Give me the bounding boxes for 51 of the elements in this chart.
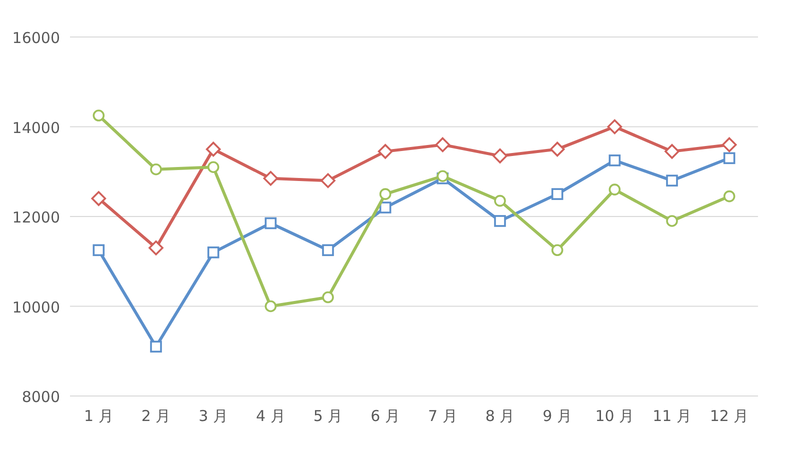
x-tick-label: 1 月 <box>84 407 114 425</box>
point <box>723 152 736 164</box>
point <box>150 340 162 353</box>
x-tick-label: 3 月 <box>198 407 228 425</box>
point <box>322 291 334 304</box>
point <box>664 144 680 159</box>
point <box>263 170 278 186</box>
point <box>264 217 277 230</box>
point <box>550 142 565 157</box>
point <box>150 163 162 176</box>
point <box>92 110 105 122</box>
point <box>207 246 220 258</box>
point <box>264 300 277 312</box>
point <box>378 144 393 159</box>
point <box>320 173 336 188</box>
point <box>551 244 564 256</box>
x-tick-label: 10 月 <box>595 407 634 425</box>
point <box>494 194 506 207</box>
x-tick-label: 11 月 <box>652 407 692 425</box>
x-tick-label: 9 月 <box>542 407 572 425</box>
y-tick-label: 10000 <box>12 298 60 316</box>
point <box>379 202 392 214</box>
point <box>492 148 508 164</box>
point <box>608 154 621 166</box>
point <box>91 191 106 206</box>
x-tick-label: 2 月 <box>141 407 171 425</box>
point <box>666 174 678 186</box>
y-tick-label: 16000 <box>12 29 60 47</box>
point <box>608 184 621 196</box>
point <box>722 137 737 152</box>
point <box>206 142 221 157</box>
y-tick-label: 8000 <box>22 388 60 406</box>
point <box>322 244 334 256</box>
point <box>723 190 736 202</box>
point <box>435 137 450 152</box>
point <box>207 161 220 174</box>
point <box>379 188 392 200</box>
x-tick-label: 7 月 <box>428 407 458 425</box>
x-tick-label: 12 月 <box>710 407 749 425</box>
y-tick-label: 14000 <box>12 118 60 137</box>
x-tick-label: 5 月 <box>313 407 343 425</box>
point <box>666 215 678 227</box>
point <box>148 240 164 256</box>
point <box>494 215 506 227</box>
point <box>92 244 105 256</box>
x-tick-label: 8 月 <box>485 407 515 425</box>
x-tick-label: 4 月 <box>256 407 286 425</box>
x-tick-label: 6 月 <box>370 407 400 425</box>
point <box>607 119 622 134</box>
y-tick-label: 12000 <box>12 208 60 226</box>
point <box>551 188 564 200</box>
